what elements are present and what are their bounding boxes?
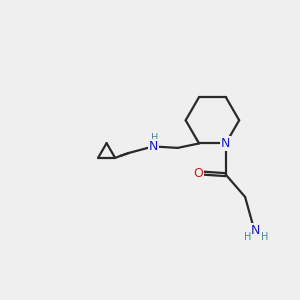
Text: H: H [244,232,251,242]
Text: O: O [193,167,203,180]
Text: N: N [148,140,158,153]
Text: N: N [221,137,230,150]
Text: N: N [251,224,260,237]
Text: H: H [261,232,268,242]
Text: H: H [151,133,158,143]
